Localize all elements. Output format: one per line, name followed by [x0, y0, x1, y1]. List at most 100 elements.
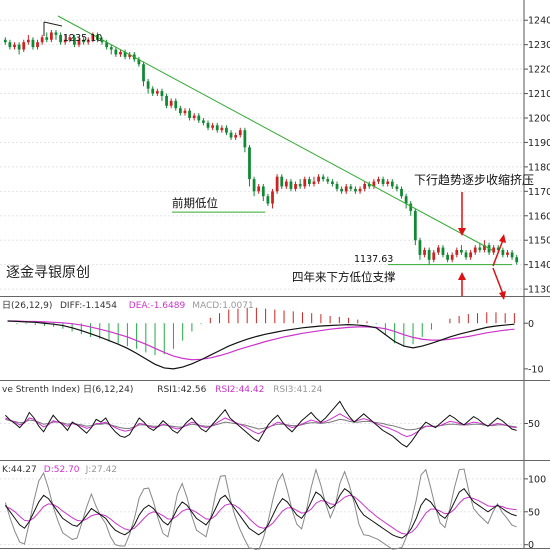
axis-tick-label: 1150: [528, 236, 550, 247]
candle-body: [183, 110, 187, 114]
j-line: [4, 467, 517, 550]
candle-body: [86, 39, 90, 43]
candle-body: [49, 32, 53, 40]
axis-tick-label: 1220: [528, 65, 550, 76]
axis-tick-label: 1170: [528, 187, 550, 198]
candle-body: [441, 247, 445, 255]
candle-body: [390, 181, 394, 187]
header-prefix: 日(26,12,9): [2, 300, 52, 311]
candle-body: [234, 135, 238, 138]
candle-body: [331, 181, 334, 184]
candle-body: [395, 186, 399, 189]
candle-body: [142, 64, 145, 82]
candle-body: [54, 32, 58, 35]
candle-body: [225, 127, 228, 133]
k-line: [4, 488, 517, 539]
candle-body: [400, 188, 403, 197]
candle-body: [202, 120, 205, 123]
candle-body: [26, 39, 30, 43]
candle-body: [178, 108, 182, 114]
arrow-down-head: [458, 228, 466, 236]
candle-body: [261, 186, 265, 197]
candle-body: [427, 250, 431, 260]
candle-body: [91, 34, 95, 40]
candle-body: [478, 247, 482, 250]
candle-body: [109, 47, 113, 50]
header-d: D:52.70: [44, 465, 80, 475]
candle-body: [211, 125, 215, 128]
candle-body: [377, 179, 380, 182]
candle-body: [335, 184, 339, 189]
axis-tick-label: 1210: [528, 89, 550, 100]
header-diff: DIFF:-1.1454: [60, 301, 117, 311]
candle-body: [413, 210, 417, 241]
candle-body: [358, 188, 362, 192]
candle-body: [515, 257, 519, 263]
axis-tick-label: 100: [528, 474, 546, 485]
macd-panel: 0 -10 日(26,12,9) DIFF:-1.1454 DEA:-1.6489 MAC…: [0, 297, 550, 381]
candle-body: [206, 122, 210, 128]
rsi1-line: [5, 400, 517, 448]
axis-tick-label: 1200: [528, 114, 550, 125]
arrow-breakdown: [492, 267, 504, 295]
candle-body: [423, 250, 426, 255]
high-label: 1235.10: [63, 33, 102, 44]
candle-body: [404, 196, 408, 204]
candle-body: [483, 245, 486, 250]
rsi-panel: 50 ve Strenth Index) 日(6,12,24) RSI1:42.56…: [0, 381, 550, 461]
candle-body: [40, 37, 44, 43]
candle-body: [418, 240, 422, 255]
candle-body: [326, 179, 330, 182]
price-panel: 1130 1140 1150 1160 1170 1180 1190 1200 1210 1220…: [0, 0, 550, 300]
candle-body: [119, 52, 122, 55]
candle-body: [506, 252, 509, 255]
squeeze-text: 下行趋势逐步收缩挤压: [414, 172, 534, 187]
candle-body: [45, 37, 49, 40]
candle-body: [8, 42, 12, 48]
candle-body: [271, 191, 274, 204]
four-year-low-text: 四年来下方低位支撑: [292, 270, 396, 284]
candle-body: [284, 181, 288, 187]
candle-body: [266, 196, 270, 204]
candle-body: [215, 125, 219, 131]
candle-body: [409, 203, 413, 211]
candle-body: [275, 176, 279, 192]
header-prefix: ve Strenth Index) 日(6,12,24): [2, 384, 133, 395]
axis-tick-label: 0: [528, 540, 534, 550]
candle-body: [248, 147, 251, 180]
axis-tick-label: 1190: [528, 138, 550, 149]
candle-body: [243, 130, 247, 148]
low-label: 1137.63: [354, 254, 393, 265]
watermark-text: 逐金寻银原创: [6, 265, 90, 281]
header-k: K:44.27: [2, 465, 37, 475]
candle-body: [128, 54, 132, 57]
candle-body: [137, 59, 141, 65]
axis-tick-label: 50: [528, 507, 540, 518]
candle-body: [363, 184, 367, 189]
candle-body: [294, 184, 297, 189]
candle-body: [496, 247, 500, 250]
candle-body: [174, 100, 178, 109]
candle-body: [455, 250, 459, 255]
candle-body: [473, 247, 477, 253]
candle-body: [169, 100, 173, 106]
kdj-panel: 0 50 100 K:44.27 D:52.70 J:27.42: [0, 461, 550, 550]
candle-body: [165, 96, 168, 106]
axis-tick-label: 1160: [528, 211, 550, 222]
axis-tick-label: 1240: [528, 16, 550, 27]
arrow-breakdown-head: [499, 291, 506, 300]
candle-body: [192, 115, 196, 118]
prior-low-text: 前期低位: [172, 196, 218, 210]
candle-body: [17, 44, 21, 50]
candle-body: [105, 42, 109, 48]
dea-line: [7, 320, 515, 361]
header-macd: MACD:1.0071: [192, 301, 254, 311]
candle-body: [354, 188, 357, 192]
candle-body: [280, 176, 284, 187]
d-line: [5, 494, 517, 535]
axis-tick-label: 50: [528, 419, 540, 430]
candle-body: [229, 132, 233, 138]
candle-body: [307, 179, 311, 184]
